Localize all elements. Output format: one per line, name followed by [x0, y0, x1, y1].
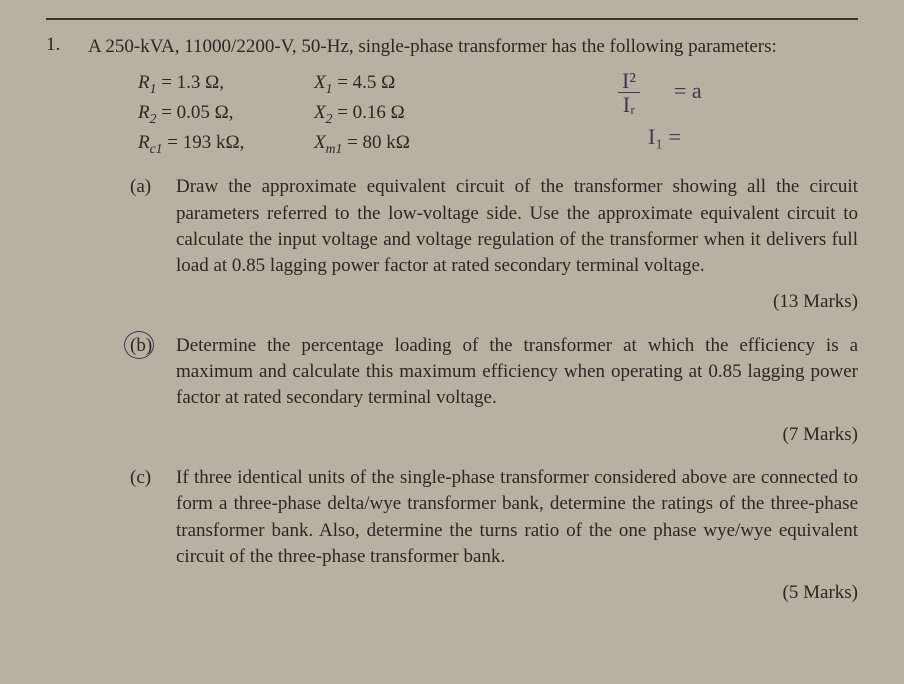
part-label: (b)	[130, 333, 158, 412]
part-label: (c)	[130, 465, 158, 570]
param-left: Rc1 = 193 kΩ,	[138, 130, 268, 158]
question-row: 1. A 250-kVA, 11000/2200-V, 50-Hz, singl…	[46, 34, 858, 624]
marks-label: (13 Marks)	[130, 289, 858, 315]
parameters-block: R1 = 1.3 Ω, X1 = 4.5 Ω R2 = 0.05 Ω, X2 =…	[138, 70, 858, 159]
param-right: Xm1 = 80 kΩ	[314, 130, 454, 158]
param-right: X2 = 0.16 Ω	[314, 100, 454, 128]
param-right: X1 = 4.5 Ω	[314, 70, 454, 98]
handwritten-equals: = a	[674, 76, 702, 106]
top-rule	[46, 18, 858, 20]
param-row: Rc1 = 193 kΩ, Xm1 = 80 kΩ	[138, 130, 858, 158]
param-row: R1 = 1.3 Ω, X1 = 4.5 Ω	[138, 70, 858, 98]
part-text: Determine the percentage loading of the …	[176, 333, 858, 412]
question-intro: A 250-kVA, 11000/2200-V, 50-Hz, single-p…	[88, 34, 858, 60]
part-text: If three identical units of the single-p…	[176, 465, 858, 570]
parts-container: (a) Draw the approximate equivalent circu…	[130, 174, 858, 605]
handwritten-fraction: I² Iᵣ	[618, 70, 640, 117]
question-body: A 250-kVA, 11000/2200-V, 50-Hz, single-p…	[88, 34, 858, 624]
part-text: Draw the approximate equivalent circuit …	[176, 174, 858, 279]
param-left: R2 = 0.05 Ω,	[138, 100, 268, 128]
marks-label: (5 Marks)	[130, 580, 858, 606]
param-row: R2 = 0.05 Ω, X2 = 0.16 Ω	[138, 100, 858, 128]
param-left: R1 = 1.3 Ω,	[138, 70, 268, 98]
question-number: 1.	[46, 34, 68, 624]
exam-page: 1. A 250-kVA, 11000/2200-V, 50-Hz, singl…	[0, 0, 904, 656]
handwritten-current: I₁ =	[648, 122, 681, 152]
question-part: (c) If three identical units of the singl…	[130, 465, 858, 570]
hand-circle-icon	[124, 331, 154, 359]
question-part: (b) Determine the percentage loading of t…	[130, 333, 858, 412]
part-label: (a)	[130, 174, 158, 279]
question-part: (a) Draw the approximate equivalent circu…	[130, 174, 858, 279]
marks-label: (7 Marks)	[130, 422, 858, 448]
